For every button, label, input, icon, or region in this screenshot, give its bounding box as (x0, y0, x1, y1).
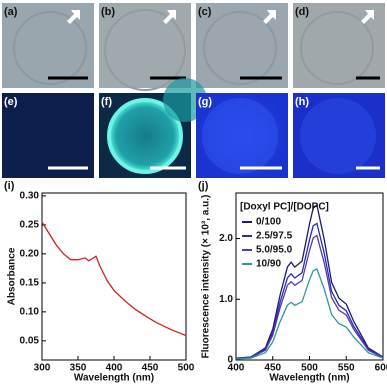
data-line (235, 234, 384, 360)
data-line (41, 221, 187, 337)
panel-label: (e) (4, 96, 18, 108)
plot-frame (41, 192, 187, 361)
x-tick-label: 400 (106, 363, 123, 374)
vesicle (104, 9, 186, 91)
micrograph-row (2, 3, 385, 91)
vesicle (202, 98, 278, 174)
x-tick-label: 450 (264, 363, 281, 374)
vesicle (300, 98, 376, 174)
panel-label: (a) (4, 6, 18, 18)
y-axis-label: Absorbance (7, 247, 18, 305)
x-tick-label: 450 (142, 363, 159, 374)
vesicle (300, 11, 374, 85)
x-axis-label: Wavelength (nm) (269, 373, 349, 384)
x-tick-label: 600 (375, 363, 387, 374)
y-tick-label: 0.25 (20, 220, 40, 231)
x-tick-label: 300 (34, 363, 51, 374)
x-tick-label: 350 (70, 363, 87, 374)
x-tick-label: 500 (178, 363, 195, 374)
legend-label: 0/100 (256, 217, 281, 228)
panel-label: (i) (4, 180, 15, 192)
legend-label: 2.5/97.5 (256, 231, 293, 242)
legend-label: 10/90 (256, 259, 281, 270)
x-tick-label: 500 (301, 363, 318, 374)
y-tick-label: 0.30 (20, 191, 40, 202)
arrows (67, 10, 374, 24)
y-tick-label: 0.15 (20, 278, 40, 289)
x-tick-label: 550 (338, 363, 355, 374)
data-line (235, 268, 384, 360)
vesicle (203, 11, 277, 85)
image (2, 93, 94, 178)
y-tick-label: 0.05 (20, 336, 40, 347)
legend-title: [Doxyl PC]/[DOPC] (240, 202, 329, 213)
y-axis-label: Fluorescence intensity (× 10³, a.u.) (201, 195, 212, 359)
vesicle (13, 11, 87, 85)
y-tick-label: 0.10 (20, 307, 40, 318)
vesicle (107, 98, 183, 174)
panel-label: (b) (101, 6, 115, 18)
panel-label: (c) (198, 6, 212, 18)
x-axis-label: Wavelength (nm) (74, 373, 154, 384)
y-tick-label: 0 (227, 355, 233, 366)
y-tick-label: 1.0 (219, 294, 233, 305)
panel-label: (f) (101, 96, 112, 108)
y-tick-label: 2.0 (219, 233, 233, 244)
x-tick-label: 400 (228, 363, 245, 374)
fluorescence-row (2, 78, 385, 178)
panel-label: (h) (295, 96, 309, 108)
y-tick-label: 0.20 (20, 249, 40, 260)
data-line (235, 203, 384, 359)
panel-label: (g) (198, 96, 212, 108)
panel-label: (d) (295, 6, 309, 18)
legend-label: 5.0/95.0 (256, 245, 293, 256)
panel-label: (j) (198, 180, 209, 192)
